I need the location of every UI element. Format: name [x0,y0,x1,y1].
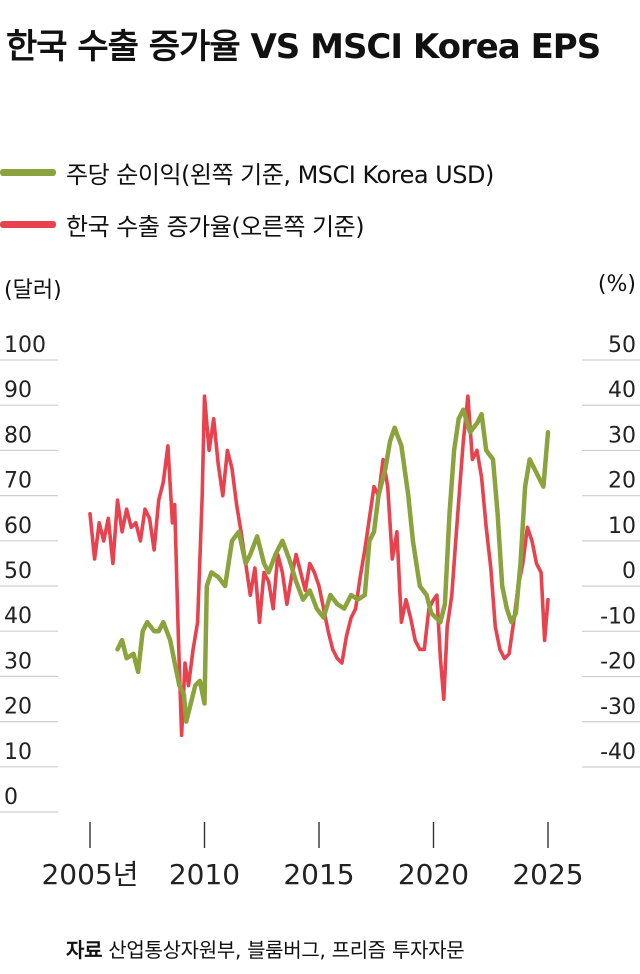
source-label: 자료 [66,938,103,962]
left-axis-unit: (달러) [4,278,62,303]
x-tick-label: 2025 [512,858,583,891]
left-tick-label: 0 [4,785,18,810]
legend-swatch-export [0,220,56,228]
legend-item-eps: 주당 순이익(왼쪽 기준, MSCI Korea USD) [0,152,640,192]
left-tick-label: 30 [4,649,32,674]
left-tick-label: 60 [4,514,32,539]
left-tick-label: 40 [4,604,32,629]
chart-title: 한국 수출 증가율 VS MSCI Korea EPS [6,27,601,67]
left-tick-label: 80 [4,423,32,448]
x-tick-label: 2015 [283,858,354,891]
left-tick-label: 90 [4,378,32,403]
source-text: 산업통상자원부, 블룸버그, 프리즘 투자자문 [108,938,465,962]
right-tick-label: -10 [600,604,636,629]
x-tick-label: 2010 [169,858,240,891]
legend-item-export: 한국 수출 증가율(오른쪽 기준) [0,204,640,244]
right-tick-label: 50 [608,333,636,358]
left-tick-label: 70 [4,469,32,494]
left-tick-label: 100 [4,333,46,358]
right-tick-label: 40 [608,378,636,403]
left-tick-label: 20 [4,695,32,720]
right-tick-label: 20 [608,469,636,494]
left-tick-label: 10 [4,740,32,765]
eps-line [115,407,551,724]
chart-plot: 100908070605040302010050403020100-10-20-… [0,333,640,891]
right-tick-label: -30 [600,695,636,720]
right-axis-unit: (%) [597,272,636,297]
right-tick-label: -40 [600,740,636,765]
right-tick-label: -20 [600,650,636,675]
left-tick-label: 50 [4,559,32,584]
x-tick-label: 2020 [398,858,469,891]
export-growth-line [88,394,550,738]
legend-swatch-eps [0,168,56,176]
right-tick-label: 0 [622,559,636,584]
x-tick-label: 2005년 [41,858,138,891]
right-tick-label: 30 [608,423,636,448]
legend-label-eps: 주당 순이익(왼쪽 기준, MSCI Korea USD) [66,160,494,189]
source-note: 자료 산업통상자원부, 블룸버그, 프리즘 투자자문 [66,934,465,963]
right-tick-label: 10 [608,514,636,539]
legend-label-export: 한국 수출 증가율(오른쪽 기준) [66,212,365,241]
